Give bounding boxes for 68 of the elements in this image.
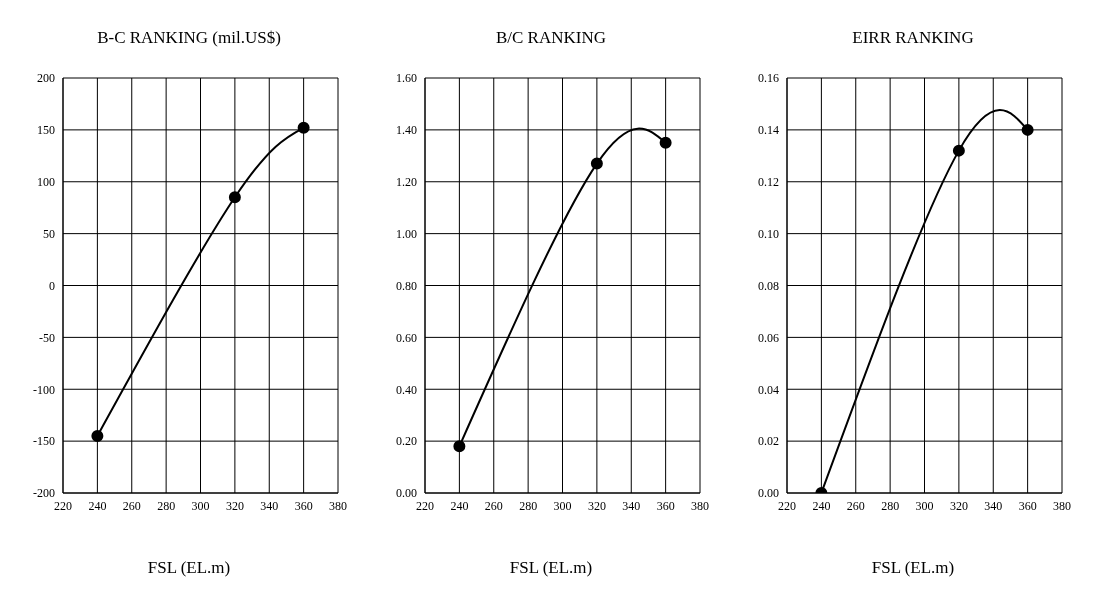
chart-title: B/C RANKING <box>494 28 607 49</box>
point <box>228 191 241 204</box>
y-tick-label: 1.40 <box>396 123 417 138</box>
y-tick-label: 1.00 <box>396 226 417 241</box>
point <box>297 121 310 134</box>
x-tick-label: 240 <box>88 498 107 513</box>
y-tick-label: 0.08 <box>758 278 779 293</box>
point <box>952 144 965 157</box>
y-tick-label: 0.14 <box>758 123 779 138</box>
x-tick-label: 260 <box>846 498 865 513</box>
x-axis-title: FSL (EL.m) <box>870 558 956 578</box>
y-tick-label: 0.60 <box>396 330 417 345</box>
x-tick-label: 220 <box>778 498 796 513</box>
x-tick-label: 280 <box>519 498 538 513</box>
point <box>590 157 603 170</box>
x-tick-label: 240 <box>450 498 469 513</box>
x-tick-label: 240 <box>812 498 831 513</box>
x-tick-label: 280 <box>157 498 176 513</box>
y-tick-label: 0.00 <box>396 486 417 501</box>
x-tick-label: 260 <box>122 498 141 513</box>
y-tick-label: 1.60 <box>396 71 417 86</box>
x-tick-label: 380 <box>329 498 347 513</box>
y-tick-label: 0.20 <box>396 434 417 449</box>
y-tick-label: 0.10 <box>758 226 779 241</box>
x-axis-title: FSL (EL.m) <box>146 558 232 578</box>
point <box>453 440 466 453</box>
y-tick-label: 100 <box>37 175 55 190</box>
y-tick-label: -50 <box>39 330 55 345</box>
x-tick-label: 360 <box>656 498 675 513</box>
x-tick-label: 340 <box>260 498 279 513</box>
point <box>1021 123 1034 136</box>
y-tick-label: -150 <box>33 434 55 449</box>
y-tick-label: 0 <box>49 278 55 293</box>
x-tick-label: 280 <box>881 498 900 513</box>
x-tick-label: 340 <box>622 498 641 513</box>
x-tick-label: 320 <box>225 498 244 513</box>
point <box>91 429 104 442</box>
x-tick-label: 360 <box>1018 498 1037 513</box>
x-tick-label: 220 <box>416 498 434 513</box>
y-tick-label: 0.02 <box>758 434 779 449</box>
x-tick-label: 320 <box>587 498 606 513</box>
y-tick-label: 0.04 <box>758 382 779 397</box>
y-tick-label: 150 <box>37 123 55 138</box>
y-tick-label: 0.80 <box>396 278 417 293</box>
y-tick-label: 0.00 <box>758 486 779 501</box>
x-tick-label: 340 <box>984 498 1003 513</box>
x-tick-label: 360 <box>294 498 313 513</box>
y-tick-label: 1.20 <box>396 175 417 190</box>
y-tick-label: -100 <box>33 382 55 397</box>
y-tick-label: 0.06 <box>758 330 779 345</box>
y-tick-label: 0.40 <box>396 382 417 397</box>
x-axis-title: FSL (EL.m) <box>508 558 594 578</box>
x-tick-label: 380 <box>691 498 709 513</box>
chart-title: EIRR RANKING <box>851 28 975 49</box>
x-tick-label: 300 <box>915 498 934 513</box>
x-tick-label: 300 <box>191 498 210 513</box>
x-tick-label: 320 <box>949 498 968 513</box>
point <box>659 136 672 149</box>
x-tick-label: 260 <box>484 498 503 513</box>
y-tick-label: 200 <box>37 71 55 86</box>
y-tick-label: 0.12 <box>758 175 779 190</box>
x-tick-label: 300 <box>553 498 572 513</box>
y-tick-label: 50 <box>43 226 55 241</box>
chart-title: B-C RANKING (mil.US$) <box>96 28 282 49</box>
y-tick-label: 0.16 <box>758 71 779 86</box>
x-tick-label: 220 <box>54 498 72 513</box>
x-tick-label: 380 <box>1053 498 1071 513</box>
y-tick-label: -200 <box>33 486 55 501</box>
